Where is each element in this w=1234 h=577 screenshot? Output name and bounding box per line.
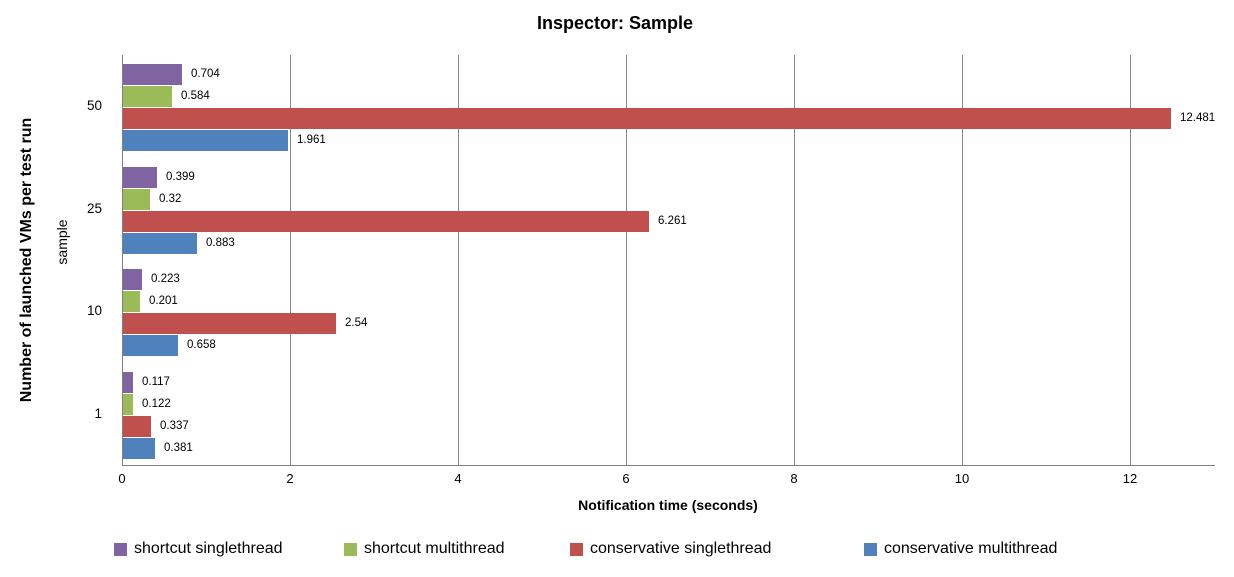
gridline-x-6	[626, 55, 627, 465]
legend-item-shortcut-singlethread: shortcut singlethread	[114, 540, 283, 558]
bar-shortcut-singlethread-10	[123, 269, 142, 290]
bar-conservative-multithread-1	[123, 437, 155, 459]
legend-swatch-conservative-singlethread	[570, 542, 583, 556]
value-label-conservative-singlethread-50: 12.481	[1180, 112, 1216, 124]
bar-shortcut-multithread-25	[123, 188, 150, 210]
gridline-x-8	[794, 55, 795, 465]
value-label-shortcut-singlethread-50: 0.704	[191, 68, 220, 80]
legend-item-shortcut-multithread: shortcut multithread	[344, 540, 505, 558]
bar-shortcut-singlethread-50	[123, 64, 182, 85]
x-axis-title: Notification time (seconds)	[578, 497, 758, 513]
value-label-conservative-singlethread-25: 6.261	[658, 214, 687, 227]
value-label-shortcut-multithread-10: 0.201	[149, 295, 178, 307]
gridline-x-4	[458, 55, 459, 465]
value-label-shortcut-singlethread-10: 0.223	[151, 273, 180, 285]
bar-shortcut-multithread-1	[123, 393, 133, 415]
legend-item-conservative-singlethread: conservative singlethread	[570, 540, 771, 558]
bar-conservative-singlethread-1	[123, 415, 151, 437]
legend-label: shortcut singlethread	[134, 540, 283, 557]
y-axis-line	[122, 55, 123, 465]
legend-item-conservative-multithread: conservative multithread	[864, 540, 1057, 558]
bar-conservative-singlethread-10	[123, 313, 336, 334]
value-label-conservative-multithread-1: 0.381	[164, 441, 193, 454]
value-label-shortcut-singlethread-1: 0.117	[142, 375, 170, 388]
gridline-x-2	[290, 55, 291, 465]
x-tick-label-10: 10	[954, 471, 970, 486]
x-tick-label-12: 12	[1122, 471, 1138, 486]
y-axis-title: Number of launched VMs per test run	[18, 117, 35, 403]
category-label-1: 1	[94, 405, 102, 421]
legend-swatch-shortcut-multithread	[344, 542, 357, 556]
value-label-shortcut-multithread-50: 0.584	[181, 90, 210, 102]
bar-conservative-singlethread-25	[123, 210, 649, 232]
bar-shortcut-multithread-50	[123, 86, 172, 107]
legend-label: conservative singlethread	[590, 540, 772, 557]
legend-label: shortcut multithread	[364, 540, 505, 557]
value-label-conservative-multithread-25: 0.883	[206, 236, 235, 249]
bar-conservative-multithread-25	[123, 232, 197, 254]
bar-shortcut-multithread-10	[123, 291, 140, 312]
legend-swatch-shortcut-singlethread	[114, 542, 127, 556]
chart-title: Inspector: Sample	[536, 13, 694, 33]
gridline-x-12	[1130, 55, 1131, 465]
category-label-50: 50	[86, 98, 102, 114]
value-label-shortcut-multithread-1: 0.122	[142, 397, 171, 410]
value-label-conservative-multithread-10: 0.658	[187, 339, 216, 351]
x-tick-label-4: 4	[454, 471, 462, 486]
legend-label: conservative multithread	[884, 540, 1058, 557]
legend-swatch-conservative-multithread	[864, 542, 877, 556]
value-label-conservative-singlethread-1: 0.337	[160, 419, 189, 432]
bar-shortcut-singlethread-1	[123, 371, 133, 393]
value-label-shortcut-singlethread-25: 0.399	[166, 170, 195, 183]
x-tick-label-6: 6	[622, 471, 630, 486]
x-tick-label-8: 8	[790, 471, 798, 486]
bar-conservative-singlethread-50	[123, 108, 1171, 129]
value-label-conservative-multithread-50: 1.961	[297, 134, 326, 146]
value-label-shortcut-multithread-25: 0.32	[159, 192, 182, 205]
bar-conservative-multithread-10	[123, 335, 178, 356]
bar-shortcut-singlethread-25	[123, 166, 157, 188]
x-tick-label-0: 0	[118, 471, 126, 486]
x-tick-label-2: 2	[286, 471, 294, 486]
gridline-x-10	[962, 55, 963, 465]
bar-conservative-multithread-50	[123, 130, 288, 151]
x-axis-line	[122, 465, 1215, 466]
y-axis-subtitle: sample	[54, 219, 70, 265]
value-label-conservative-singlethread-10: 2.54	[345, 317, 368, 329]
category-label-25: 25	[86, 200, 102, 216]
category-label-10: 10	[86, 303, 102, 319]
